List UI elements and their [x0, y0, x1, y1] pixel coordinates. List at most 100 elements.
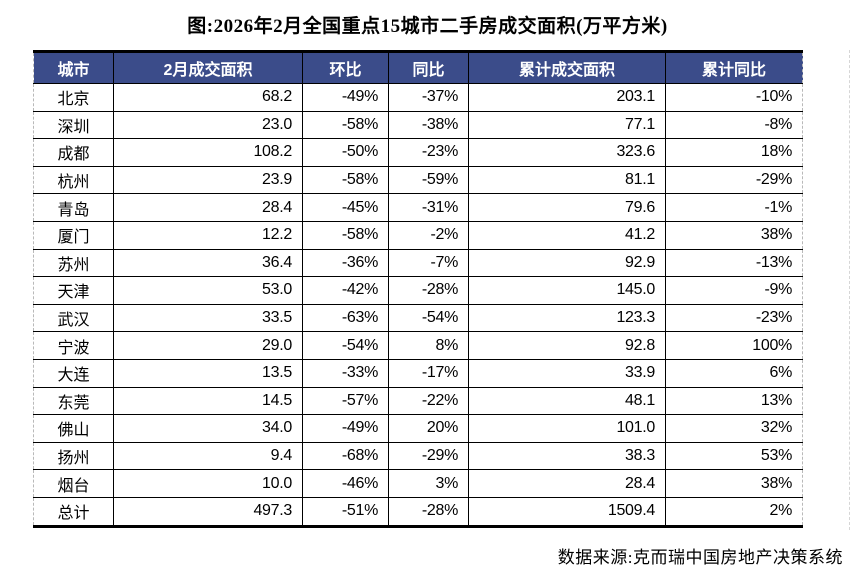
cell-city: 大连 — [33, 358, 114, 388]
cell-city: 苏州 — [33, 248, 114, 278]
cell-cum-yoy: 100% — [665, 331, 803, 360]
table-header: 城市 2月成交面积 环比 同比 累计成交面积 累计同比 — [33, 51, 803, 84]
cell-city: 武汉 — [33, 303, 114, 333]
cell-city: 北京 — [33, 83, 114, 112]
cell-cum-yoy: -9% — [665, 276, 803, 305]
cell-city: 扬州 — [33, 441, 114, 471]
cell-city: 总计 — [33, 496, 114, 527]
table-row: 杭州 23.9 -58% -59% 81.1 -29% — [33, 165, 803, 195]
page-break-gridline — [849, 50, 850, 530]
table-container: 城市 2月成交面积 环比 同比 累计成交面积 累计同比 北京 68.2 -49%… — [33, 50, 803, 528]
cell-feb-area: 29.0 — [113, 331, 303, 360]
cell-mom: -49% — [302, 83, 389, 112]
header-cum-yoy: 累计同比 — [665, 51, 803, 84]
cell-cum-area: 28.4 — [468, 469, 666, 498]
cell-cum-area: 33.9 — [468, 358, 666, 388]
cell-yoy: -38% — [388, 110, 469, 140]
cell-city: 佛山 — [33, 414, 114, 443]
cell-cum-yoy: -8% — [665, 110, 803, 140]
table-row: 武汉 33.5 -63% -54% 123.3 -23% — [33, 303, 803, 333]
cell-feb-area: 12.2 — [113, 220, 303, 250]
cell-mom: -49% — [302, 414, 389, 443]
table-row: 宁波 29.0 -54% 8% 92.8 100% — [33, 331, 803, 360]
cell-yoy: -28% — [388, 496, 469, 527]
cell-yoy: -17% — [388, 358, 469, 388]
cell-mom: -58% — [302, 165, 389, 195]
cell-city: 烟台 — [33, 469, 114, 498]
cell-cum-yoy: 53% — [665, 441, 803, 471]
cell-feb-area: 34.0 — [113, 414, 303, 443]
cell-mom: -36% — [302, 248, 389, 278]
cell-yoy: -37% — [388, 83, 469, 112]
cell-cum-area: 1509.4 — [468, 496, 666, 527]
cell-city: 东莞 — [33, 386, 114, 416]
cell-cum-area: 38.3 — [468, 441, 666, 471]
cell-feb-area: 497.3 — [113, 496, 303, 527]
cell-cum-yoy: -10% — [665, 83, 803, 112]
cell-cum-yoy: -29% — [665, 165, 803, 195]
cell-feb-area: 68.2 — [113, 83, 303, 112]
cell-cum-area: 145.0 — [468, 276, 666, 305]
table-row: 扬州 9.4 -68% -29% 38.3 53% — [33, 441, 803, 471]
cell-city: 杭州 — [33, 165, 114, 195]
cell-cum-area: 92.8 — [468, 331, 666, 360]
cell-mom: -57% — [302, 386, 389, 416]
table-row: 北京 68.2 -49% -37% 203.1 -10% — [33, 83, 803, 112]
table-row: 青岛 28.4 -45% -31% 79.6 -1% — [33, 193, 803, 222]
table-row: 总计 497.3 -51% -28% 1509.4 2% — [33, 496, 803, 527]
cell-feb-area: 108.2 — [113, 138, 303, 167]
header-cum-area: 累计成交面积 — [468, 51, 666, 84]
header-city: 城市 — [33, 51, 114, 84]
table-row: 佛山 34.0 -49% 20% 101.0 32% — [33, 414, 803, 443]
table-row: 成都 108.2 -50% -23% 323.6 18% — [33, 138, 803, 167]
cell-cum-area: 79.6 — [468, 193, 666, 222]
cell-cum-yoy: -1% — [665, 193, 803, 222]
cell-city: 深圳 — [33, 110, 114, 140]
cell-feb-area: 23.9 — [113, 165, 303, 195]
figure-title: 图:2026年2月全国重点15城市二手房成交面积(万平方米) — [187, 16, 668, 37]
cell-feb-area: 10.0 — [113, 469, 303, 498]
cell-cum-yoy: 18% — [665, 138, 803, 167]
cell-cum-yoy: -13% — [665, 248, 803, 278]
cell-city: 天津 — [33, 276, 114, 305]
cell-cum-yoy: 2% — [665, 496, 803, 527]
cell-cum-yoy: -23% — [665, 303, 803, 333]
data-source-note: 数据来源:克而瑞中国房地产决策系统 — [557, 548, 843, 567]
cell-city: 成都 — [33, 138, 114, 167]
cell-cum-area: 203.1 — [468, 83, 666, 112]
cell-cum-area: 81.1 — [468, 165, 666, 195]
cell-mom: -50% — [302, 138, 389, 167]
cell-yoy: 8% — [388, 331, 469, 360]
table-header-row: 城市 2月成交面积 环比 同比 累计成交面积 累计同比 — [33, 51, 803, 84]
cell-yoy: -31% — [388, 193, 469, 222]
cell-yoy: -23% — [388, 138, 469, 167]
cell-cum-yoy: 38% — [665, 469, 803, 498]
cell-mom: -54% — [302, 331, 389, 360]
cell-cum-area: 123.3 — [468, 303, 666, 333]
table-body: 北京 68.2 -49% -37% 203.1 -10% 深圳 23.0 -58… — [33, 83, 803, 527]
cell-mom: -45% — [302, 193, 389, 222]
table-row: 深圳 23.0 -58% -38% 77.1 -8% — [33, 110, 803, 140]
cell-city: 宁波 — [33, 331, 114, 360]
cell-yoy: -29% — [388, 441, 469, 471]
cell-mom: -58% — [302, 220, 389, 250]
cell-mom: -33% — [302, 358, 389, 388]
cell-cum-area: 41.2 — [468, 220, 666, 250]
table-row: 烟台 10.0 -46% 3% 28.4 38% — [33, 469, 803, 498]
cell-cum-area: 92.9 — [468, 248, 666, 278]
header-mom: 环比 — [302, 51, 389, 84]
table-row: 厦门 12.2 -58% -2% 41.2 38% — [33, 220, 803, 250]
cell-yoy: -59% — [388, 165, 469, 195]
cell-feb-area: 23.0 — [113, 110, 303, 140]
cell-yoy: 3% — [388, 469, 469, 498]
table-row: 大连 13.5 -33% -17% 33.9 6% — [33, 358, 803, 388]
cell-yoy: 20% — [388, 414, 469, 443]
cell-cum-yoy: 32% — [665, 414, 803, 443]
cell-cum-area: 77.1 — [468, 110, 666, 140]
cell-cum-area: 323.6 — [468, 138, 666, 167]
cell-feb-area: 33.5 — [113, 303, 303, 333]
cell-mom: -68% — [302, 441, 389, 471]
cell-cum-area: 48.1 — [468, 386, 666, 416]
cell-feb-area: 53.0 — [113, 276, 303, 305]
cell-city: 厦门 — [33, 220, 114, 250]
